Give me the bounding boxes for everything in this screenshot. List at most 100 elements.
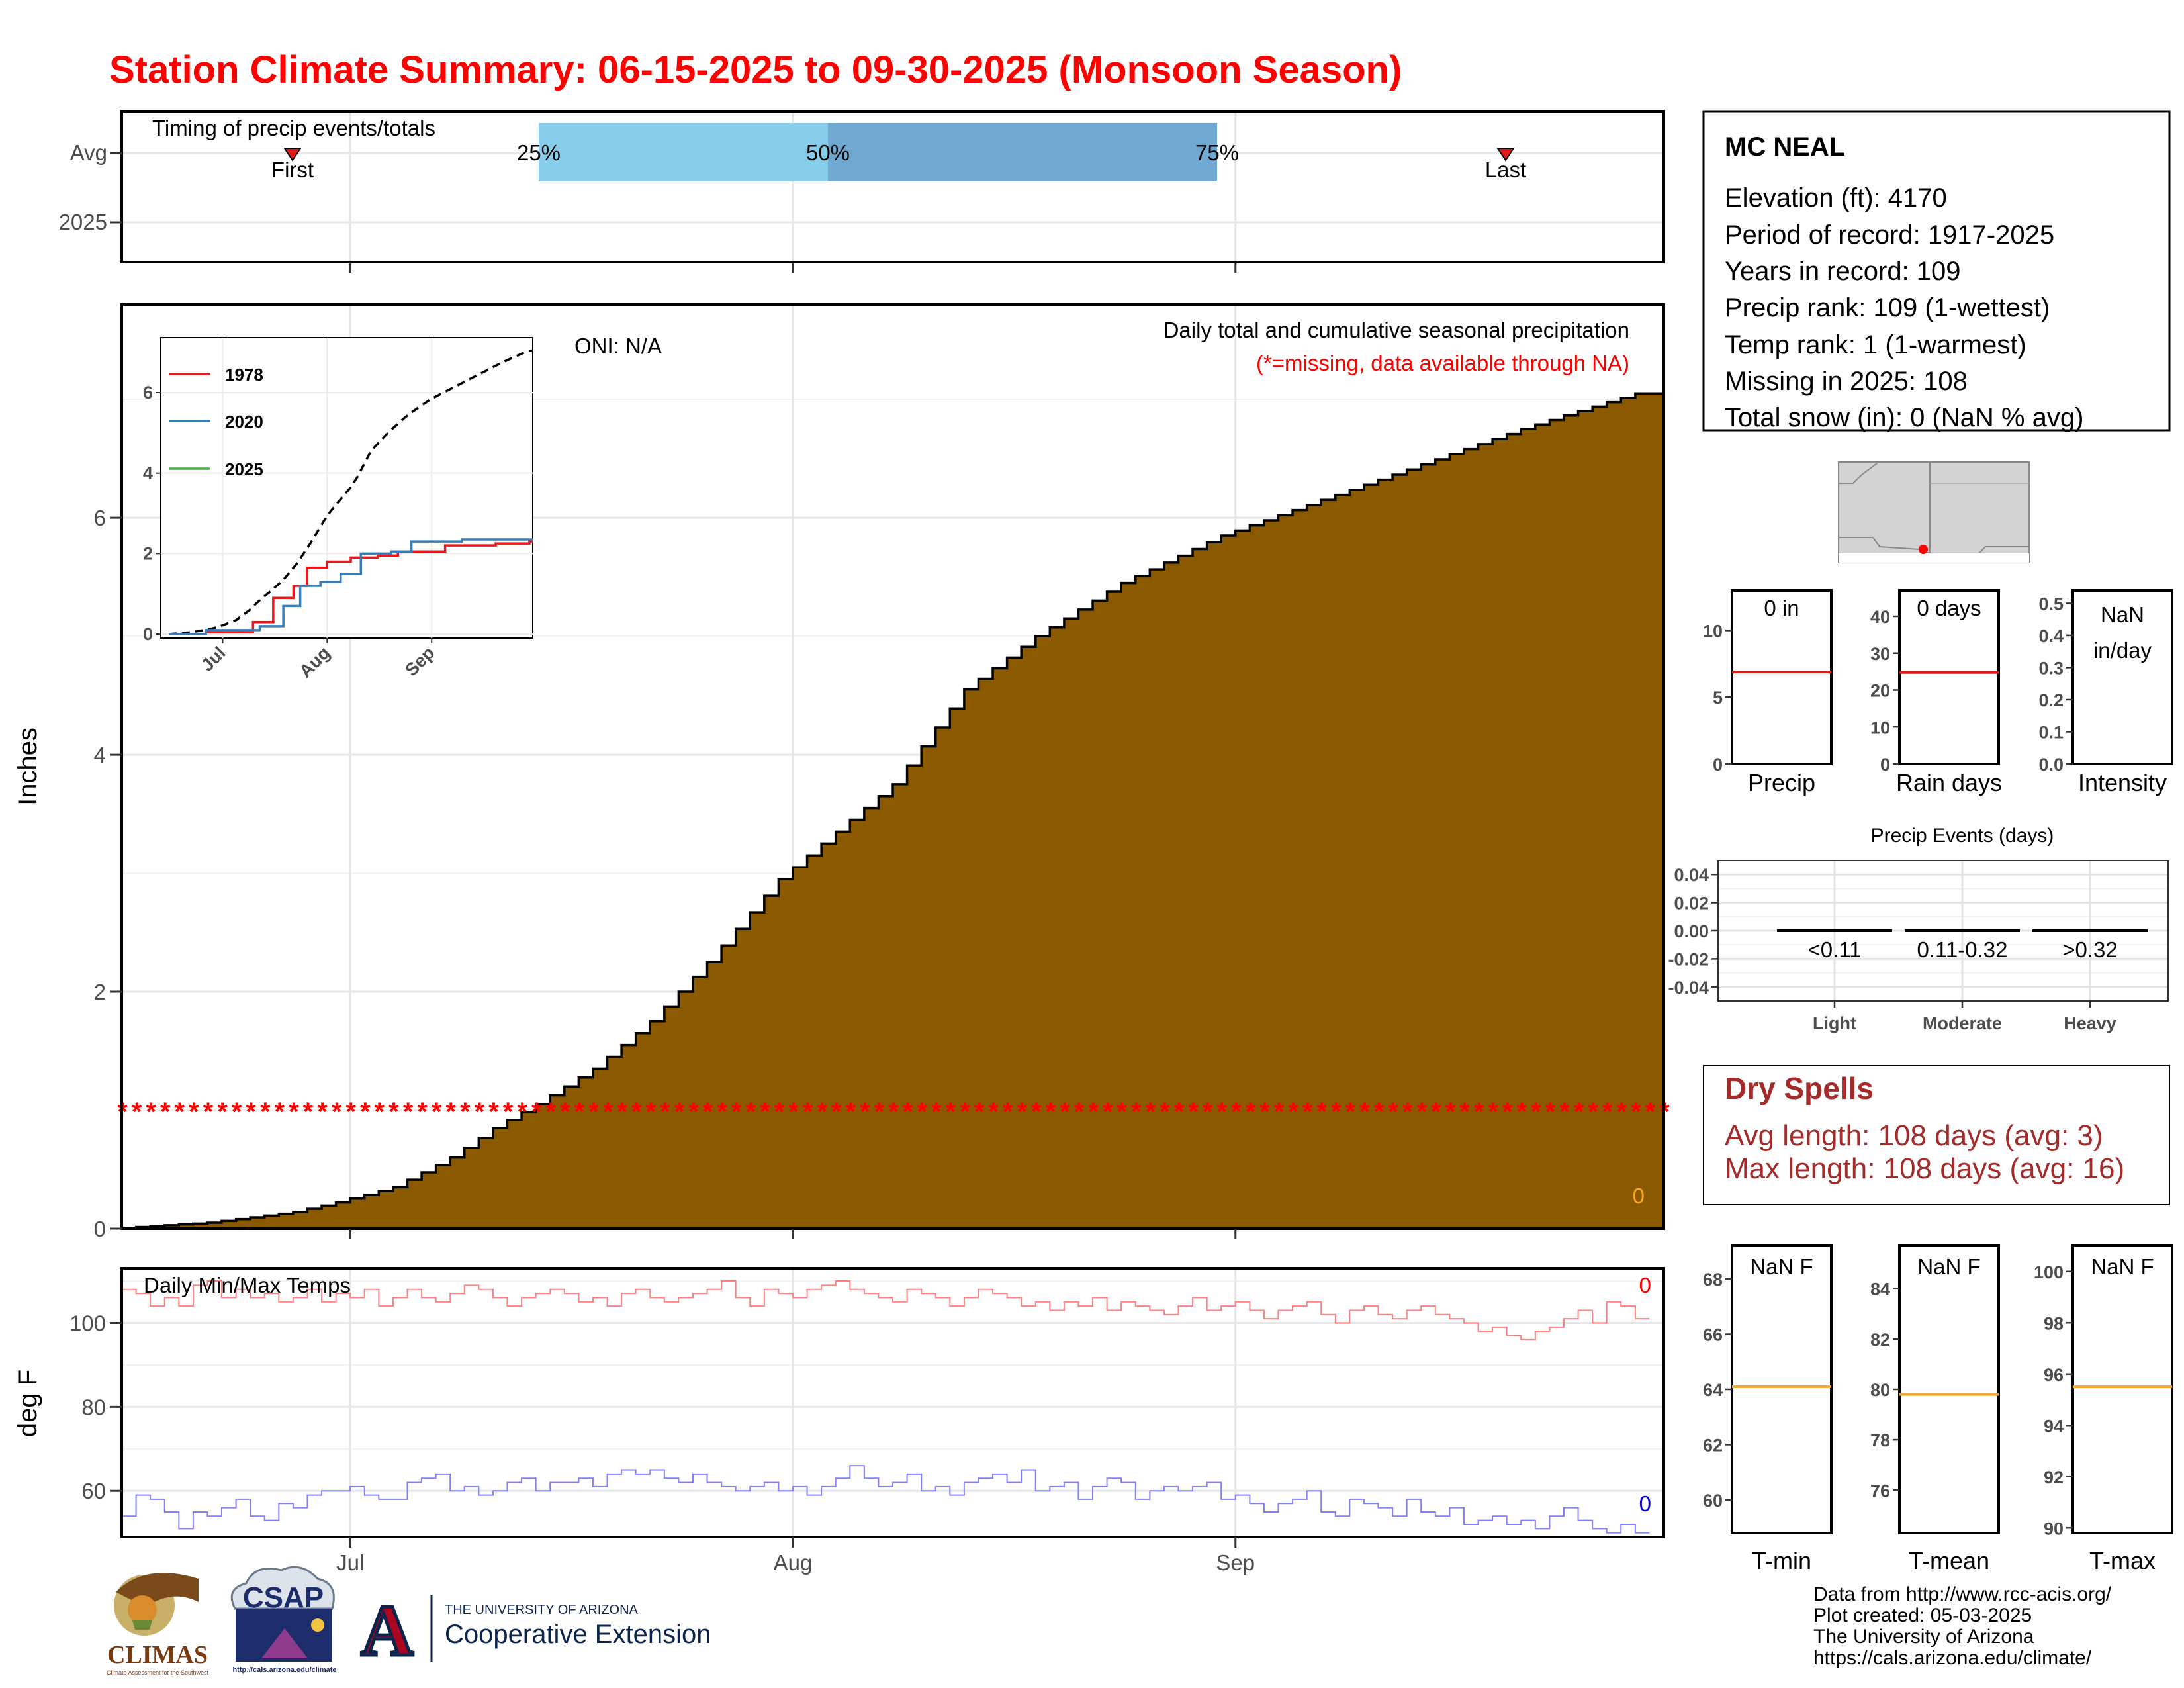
precip-y-tick-label: 6 bbox=[94, 506, 106, 530]
missing-day-marker: * bbox=[432, 1098, 442, 1127]
missing-day-marker: * bbox=[1545, 1098, 1556, 1127]
climas-logo: CLIMAS Climate Assessment for the Southw… bbox=[107, 1573, 209, 1676]
precip-panel-axis: 0 5 10 bbox=[1703, 621, 1732, 774]
legend-1978: 1978 bbox=[225, 365, 263, 385]
missing-day-marker: * bbox=[1216, 1098, 1227, 1127]
first-event-label: First bbox=[271, 158, 314, 182]
missing-day-marker: * bbox=[1445, 1098, 1456, 1127]
missing-day-marker: * bbox=[674, 1098, 685, 1127]
temps-lines bbox=[122, 1280, 1650, 1534]
missing-day-marker: * bbox=[1631, 1098, 1641, 1127]
pct-label-50: 50% bbox=[806, 140, 850, 165]
missing-day-marker: * bbox=[760, 1098, 770, 1127]
missing-day-marker: * bbox=[574, 1098, 585, 1127]
station-years: Years in record: 109 bbox=[1725, 257, 1961, 286]
missing-day-marker: * bbox=[588, 1098, 599, 1127]
missing-day-marker: * bbox=[988, 1098, 999, 1127]
missing-day-marker: * bbox=[1060, 1098, 1070, 1127]
missing-day-marker: * bbox=[946, 1098, 956, 1127]
missing-day-marker: * bbox=[860, 1098, 870, 1127]
temps-y-tick-label: 60 bbox=[81, 1479, 106, 1503]
tmax-corner-value: 0 bbox=[1639, 1273, 1651, 1297]
station-name: MC NEAL bbox=[1725, 132, 1845, 162]
missing-day-marker: * bbox=[175, 1098, 185, 1127]
precip-area-layer bbox=[120, 392, 1665, 1230]
tmin-value-label: NaN F bbox=[1750, 1254, 1813, 1279]
missing-day-marker: * bbox=[1088, 1098, 1099, 1127]
missing-day-marker: * bbox=[1302, 1098, 1313, 1127]
missing-day-marker: * bbox=[1246, 1098, 1256, 1127]
last-event-label: Last bbox=[1485, 158, 1526, 182]
small-y-tick-label: 98 bbox=[2044, 1313, 2064, 1333]
missing-day-marker: * bbox=[388, 1098, 399, 1127]
last-event-marker bbox=[1496, 148, 1515, 162]
missing-day-marker: * bbox=[560, 1098, 570, 1127]
missing-day-marker: * bbox=[1459, 1098, 1470, 1127]
events-y-tick-label: -0.04 bbox=[1668, 978, 1709, 998]
small-y-tick-label: 90 bbox=[2044, 1519, 2064, 1538]
missing-day-marker: * bbox=[1588, 1098, 1598, 1127]
missing-day-marker: * bbox=[1160, 1098, 1170, 1127]
missing-day-marker: * bbox=[1359, 1098, 1370, 1127]
missing-day-marker: * bbox=[1288, 1098, 1298, 1127]
events-cat-light: Light bbox=[1813, 1013, 1856, 1033]
small-y-tick-label: 64 bbox=[1703, 1380, 1723, 1400]
precip-chart-subtitle: (*=missing, data available through NA) bbox=[1256, 351, 1629, 375]
missing-day-marker: * bbox=[146, 1098, 156, 1127]
small-y-tick-label: 30 bbox=[1870, 644, 1890, 664]
missing-day-marker: * bbox=[1116, 1098, 1127, 1127]
missing-day-marker: * bbox=[1231, 1098, 1242, 1127]
precip-panel: * * * * * * * * * * * * * * * * * * * * * * * * * * * * * * * * * * * * * * * *… bbox=[13, 303, 1670, 1241]
csap-wordmark: CSAP bbox=[243, 1581, 324, 1614]
missing-day-marker: * bbox=[774, 1098, 785, 1127]
missing-day-marker: * bbox=[1402, 1098, 1413, 1127]
missing-day-marker: * bbox=[332, 1098, 342, 1127]
missing-day-marker: * bbox=[874, 1098, 885, 1127]
missing-day-marker: * bbox=[517, 1098, 527, 1127]
missing-day-marker: * bbox=[1516, 1098, 1527, 1127]
missing-day-marker: * bbox=[1331, 1098, 1342, 1127]
station-snow: Total snow (in): 0 (NaN % avg) bbox=[1725, 403, 2083, 432]
missing-day-marker: * bbox=[1559, 1098, 1570, 1127]
missing-day-marker: * bbox=[1131, 1098, 1142, 1127]
precip-events-title: Precip Events (days) bbox=[1871, 825, 2054, 847]
missing-day-marker: * bbox=[1602, 1098, 1613, 1127]
station-elevation: Elevation (ft): 4170 bbox=[1725, 183, 1947, 212]
missing-day-marker: * bbox=[617, 1098, 627, 1127]
precip-chart-title: Daily total and cumulative seasonal prec… bbox=[1163, 318, 1629, 342]
temps-y-tick-label: 100 bbox=[69, 1311, 106, 1335]
footer-line-source: Data from http://www.rcc-acis.org/ bbox=[1813, 1583, 2112, 1605]
missing-day-marker: * bbox=[1174, 1098, 1185, 1127]
small-y-tick-label: 100 bbox=[2034, 1262, 2064, 1282]
missing-day-marker: * bbox=[503, 1098, 514, 1127]
precip-corner-value: 0 bbox=[1633, 1184, 1645, 1208]
tmax-value-label: NaN F bbox=[2091, 1254, 2154, 1279]
ua-block-a: A bbox=[361, 1590, 413, 1671]
rain-days-label: 0 days bbox=[1917, 596, 1981, 620]
precip-panel-label: Precip bbox=[1748, 769, 1815, 796]
missing-day-marker: * bbox=[888, 1098, 899, 1127]
missing-day-marker: * bbox=[375, 1098, 385, 1127]
rain-days-panel-axis: 0 10 20 30 40 bbox=[1870, 607, 1899, 774]
precip-events-grid: -0.04 -0.02 0.00 0.02 0.04 bbox=[1668, 861, 2168, 1008]
missing-day-marker: * bbox=[445, 1098, 456, 1127]
locator-map bbox=[1838, 461, 2030, 563]
precip-y-axis-label: Inches bbox=[13, 727, 42, 806]
missing-day-marker: * bbox=[1188, 1098, 1199, 1127]
missing-day-marker: * bbox=[1388, 1098, 1398, 1127]
temps-grid bbox=[122, 1268, 1664, 1537]
missing-day-marker: * bbox=[731, 1098, 742, 1127]
small-y-tick-label: 0.4 bbox=[2038, 626, 2064, 646]
missing-day-marker: * bbox=[345, 1098, 356, 1127]
small-y-tick-label: 92 bbox=[2044, 1468, 2064, 1487]
small-y-tick-label: 60 bbox=[1703, 1491, 1723, 1511]
missing-day-marker: * bbox=[132, 1098, 142, 1127]
missing-day-marker: * bbox=[831, 1098, 842, 1127]
small-y-tick-label: 10 bbox=[1703, 621, 1723, 641]
station-missing: Missing in 2025: 108 bbox=[1725, 367, 1968, 396]
missing-day-marker: * bbox=[1531, 1098, 1541, 1127]
missing-day-marker: * bbox=[232, 1098, 242, 1127]
small-y-tick-label: 5 bbox=[1713, 688, 1723, 708]
